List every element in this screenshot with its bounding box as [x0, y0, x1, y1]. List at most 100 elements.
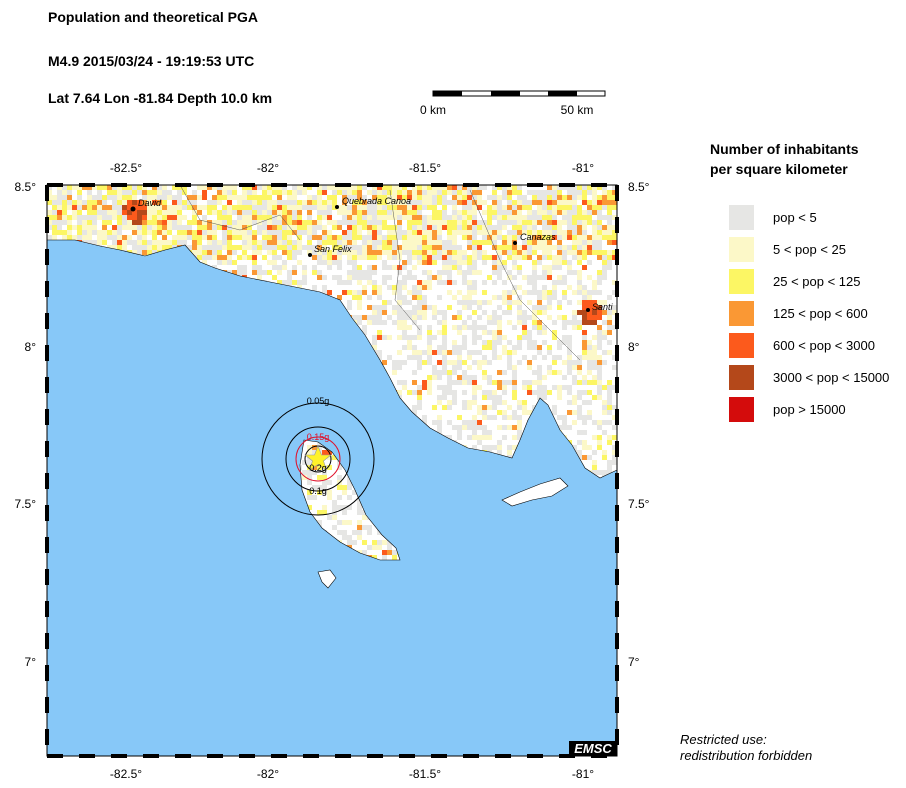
pop-cell — [472, 285, 477, 290]
pop-cell — [592, 335, 597, 340]
pop-cell — [522, 250, 527, 255]
pop-cell — [502, 415, 507, 420]
pop-cell — [197, 240, 202, 245]
pop-cell — [477, 435, 482, 440]
pop-cell — [132, 185, 137, 190]
pop-cell — [217, 260, 222, 265]
pop-cell — [587, 355, 592, 360]
pop-cell — [512, 395, 517, 400]
pop-cell — [247, 195, 252, 200]
pop-cell — [382, 360, 387, 365]
pop-cell — [182, 230, 187, 235]
pop-cell — [612, 280, 617, 285]
pop-cell — [257, 215, 262, 220]
pop-cell — [402, 360, 407, 365]
pop-cell — [172, 195, 177, 200]
pop-cell — [592, 285, 597, 290]
pop-cell — [217, 215, 222, 220]
pop-cell — [137, 245, 142, 250]
pop-cell — [207, 200, 212, 205]
pop-cell — [227, 215, 232, 220]
pop-cell — [607, 200, 612, 205]
pop-cell — [497, 255, 502, 260]
pop-cell — [382, 305, 387, 310]
pop-cell — [467, 255, 472, 260]
pop-cell — [532, 340, 537, 345]
pop-cell — [562, 195, 567, 200]
pop-cell — [77, 185, 82, 190]
pop-cell — [567, 190, 572, 195]
pop-cell — [512, 245, 517, 250]
pop-cell — [397, 335, 402, 340]
pop-cell — [307, 215, 312, 220]
pop-cell — [347, 220, 352, 225]
pop-cell — [532, 190, 537, 195]
pop-cell — [582, 355, 587, 360]
pop-cell — [412, 355, 417, 360]
pop-cell — [412, 215, 417, 220]
pop-cell — [462, 370, 467, 375]
pop-cell — [552, 210, 557, 215]
pop-cell — [582, 285, 587, 290]
pop-cell — [152, 220, 157, 225]
pop-cell — [167, 225, 172, 230]
pop-cell — [262, 240, 267, 245]
pop-cell — [402, 250, 407, 255]
pop-cell — [417, 190, 422, 195]
pop-cell — [497, 370, 502, 375]
pop-cell — [577, 365, 582, 370]
pop-cell — [492, 350, 497, 355]
pop-cell — [377, 200, 382, 205]
pop-cell — [552, 195, 557, 200]
pop-cell — [137, 210, 142, 215]
pop-cell — [427, 285, 432, 290]
pop-cell — [462, 230, 467, 235]
pop-cell — [422, 235, 427, 240]
pop-cell — [502, 435, 507, 440]
pop-cell — [392, 195, 397, 200]
pop-cell — [607, 265, 612, 270]
pop-cell — [587, 245, 592, 250]
pop-cell — [357, 235, 362, 240]
pop-cell — [497, 330, 502, 335]
pop-cell — [602, 235, 607, 240]
pop-cell — [47, 195, 52, 200]
pop-cell — [532, 200, 537, 205]
pop-cell — [227, 185, 232, 190]
pop-cell — [357, 280, 362, 285]
pop-cell — [322, 245, 327, 250]
pop-cell — [387, 265, 392, 270]
pop-cell — [212, 195, 217, 200]
pop-cell — [492, 195, 497, 200]
pop-cell — [212, 210, 217, 215]
pop-cell — [567, 285, 572, 290]
pop-cell — [607, 465, 612, 470]
pop-cell — [197, 245, 202, 250]
pop-cell — [552, 215, 557, 220]
pop-cell — [542, 390, 547, 395]
pop-cell — [457, 425, 462, 430]
pop-cell — [252, 235, 257, 240]
pop-cell — [202, 260, 207, 265]
pop-cell — [87, 235, 92, 240]
pop-cell — [97, 190, 102, 195]
pop-cell — [462, 275, 467, 280]
pop-cell — [582, 305, 587, 310]
pop-cell — [177, 210, 182, 215]
pop-cell — [217, 200, 222, 205]
pop-cell — [337, 260, 342, 265]
pop-cell — [442, 370, 447, 375]
pop-cell — [467, 285, 472, 290]
pop-cell — [397, 390, 402, 395]
pop-cell — [607, 190, 612, 195]
pop-cell — [102, 240, 107, 245]
pop-cell — [232, 235, 237, 240]
pop-cell — [347, 260, 352, 265]
pop-cell — [237, 220, 242, 225]
pop-cell — [357, 245, 362, 250]
pop-cell — [447, 375, 452, 380]
pop-cell — [487, 315, 492, 320]
pop-cell — [532, 305, 537, 310]
pop-cell — [397, 350, 402, 355]
pop-cell — [592, 450, 597, 455]
